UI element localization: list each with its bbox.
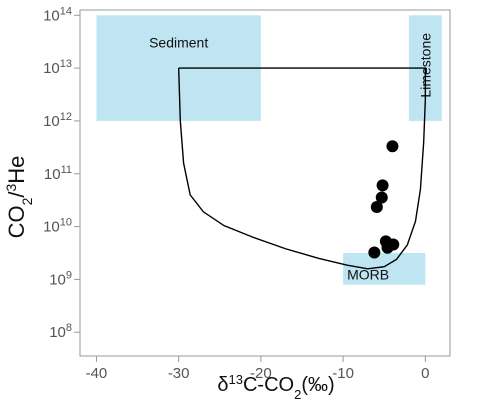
morb-field: [343, 252, 426, 285]
x-axis-title: δ13C-CO2(‰): [217, 372, 334, 402]
data-point: [375, 191, 388, 204]
y-tick-label: 109: [49, 269, 72, 288]
data-point: [381, 241, 394, 254]
x-axis-title-mid: C-CO: [243, 374, 294, 396]
morb-label: MORB: [347, 267, 389, 283]
data-point: [376, 179, 389, 192]
sediment-label: Sediment: [149, 34, 208, 50]
y-tick-label: 1012: [43, 111, 72, 130]
x-tick-label: -10: [332, 365, 354, 382]
data-point: [386, 140, 399, 153]
mixing-curve: [177, 67, 427, 270]
y-axis-title-sup: 3: [3, 184, 19, 192]
y-tick-label: 1013: [43, 58, 72, 77]
y-axis-title-mid: /: [4, 191, 29, 198]
limestone-label: Limestone: [417, 33, 433, 98]
x-tick-label: -40: [86, 365, 108, 382]
data-points: [368, 140, 400, 259]
y-tick-label: 1014: [43, 5, 72, 24]
y-tick-label: 1010: [43, 217, 72, 236]
data-point: [368, 246, 381, 259]
x-axis-ticks: -40 -30 -20 -10 0: [86, 356, 430, 382]
x-tick-label: -20: [250, 365, 272, 382]
y-axis-ticks: 108 109 1010 1011 1012 1013 1014: [43, 5, 80, 341]
data-point: [370, 201, 383, 214]
x-axis-title-sub: 2: [294, 387, 301, 402]
x-axis-title-post: (‰): [301, 374, 334, 396]
y-axis-title-pre: CO: [4, 205, 29, 238]
y-axis-title: CO2/3He: [3, 156, 35, 239]
y-axis-title-sub: 2: [19, 197, 35, 205]
x-axis-title-sup: 13: [229, 372, 243, 387]
x-tick-label: 0: [421, 365, 429, 382]
x-tick-label: -30: [168, 365, 190, 382]
y-axis-title-post: He: [4, 156, 29, 184]
y-tick-label: 1011: [44, 164, 72, 183]
plot-frame: [79, 9, 451, 357]
plot-area: Sediment Limestone MORB: [79, 9, 451, 357]
y-tick-label: 108: [49, 322, 72, 341]
x-axis-title-pre: δ: [217, 374, 228, 396]
